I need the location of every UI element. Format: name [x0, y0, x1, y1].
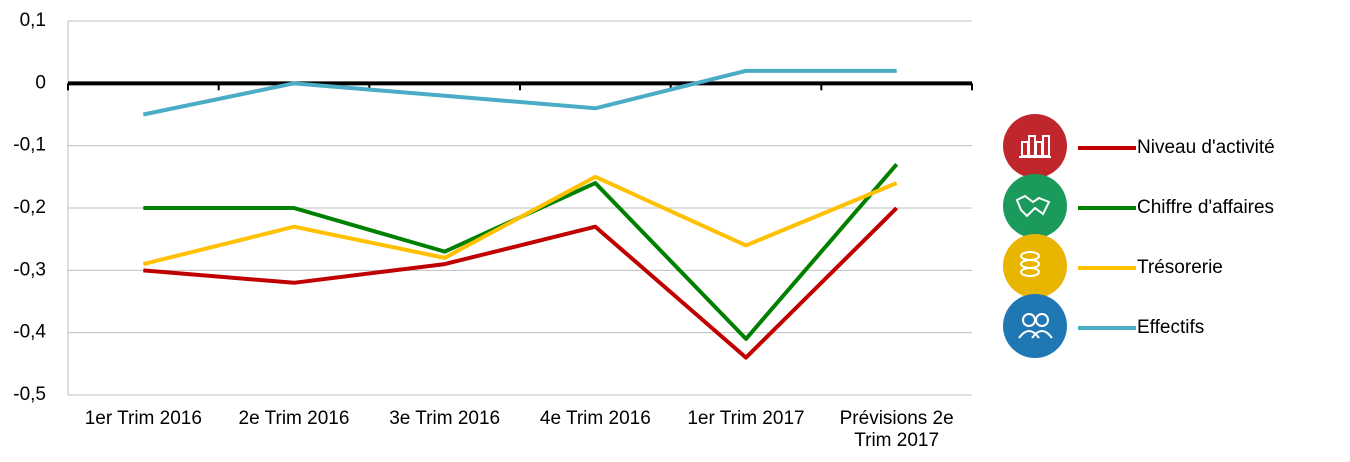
legend-icon: [1003, 174, 1067, 238]
icon-glyph: [1035, 313, 1049, 327]
icon-glyph: [1020, 267, 1040, 277]
series-line: [143, 206, 899, 360]
legend-icon: [1003, 294, 1067, 358]
y-tick-label: -0,5: [13, 384, 46, 405]
y-tick-label: 0: [35, 72, 46, 93]
legend-label: Effectifs: [1137, 317, 1204, 338]
legend-icon: [1003, 234, 1067, 298]
y-tick-label: -0,4: [13, 322, 46, 343]
series-line: [143, 163, 899, 341]
legend-label: Niveau d'activité: [1137, 137, 1275, 158]
y-tick-label: -0,1: [13, 135, 46, 156]
y-tick-label: 0,1: [20, 10, 46, 31]
icon-glyph: [1015, 194, 1051, 218]
x-tick-label: 4e Trim 2016: [539, 408, 651, 429]
y-tick-label: -0,2: [13, 197, 46, 218]
x-tick-label: 1er Trim 2016: [84, 408, 202, 429]
icon-glyph: [1018, 330, 1053, 339]
x-tick-label: 1er Trim 2017: [687, 408, 805, 429]
series-line: [142, 68, 897, 117]
legend-label: Chiffre d'affaires: [1137, 197, 1274, 218]
y-tick-label: -0,3: [13, 259, 46, 280]
legend-label: Trésorerie: [1137, 257, 1223, 278]
x-tick-label: 2e Trim 2016: [238, 408, 350, 429]
series-line: [142, 174, 898, 267]
x-tick-label: 3e Trim 2016: [389, 408, 501, 429]
x-tick-label: Prévisions 2e Trim 2017: [839, 408, 954, 451]
